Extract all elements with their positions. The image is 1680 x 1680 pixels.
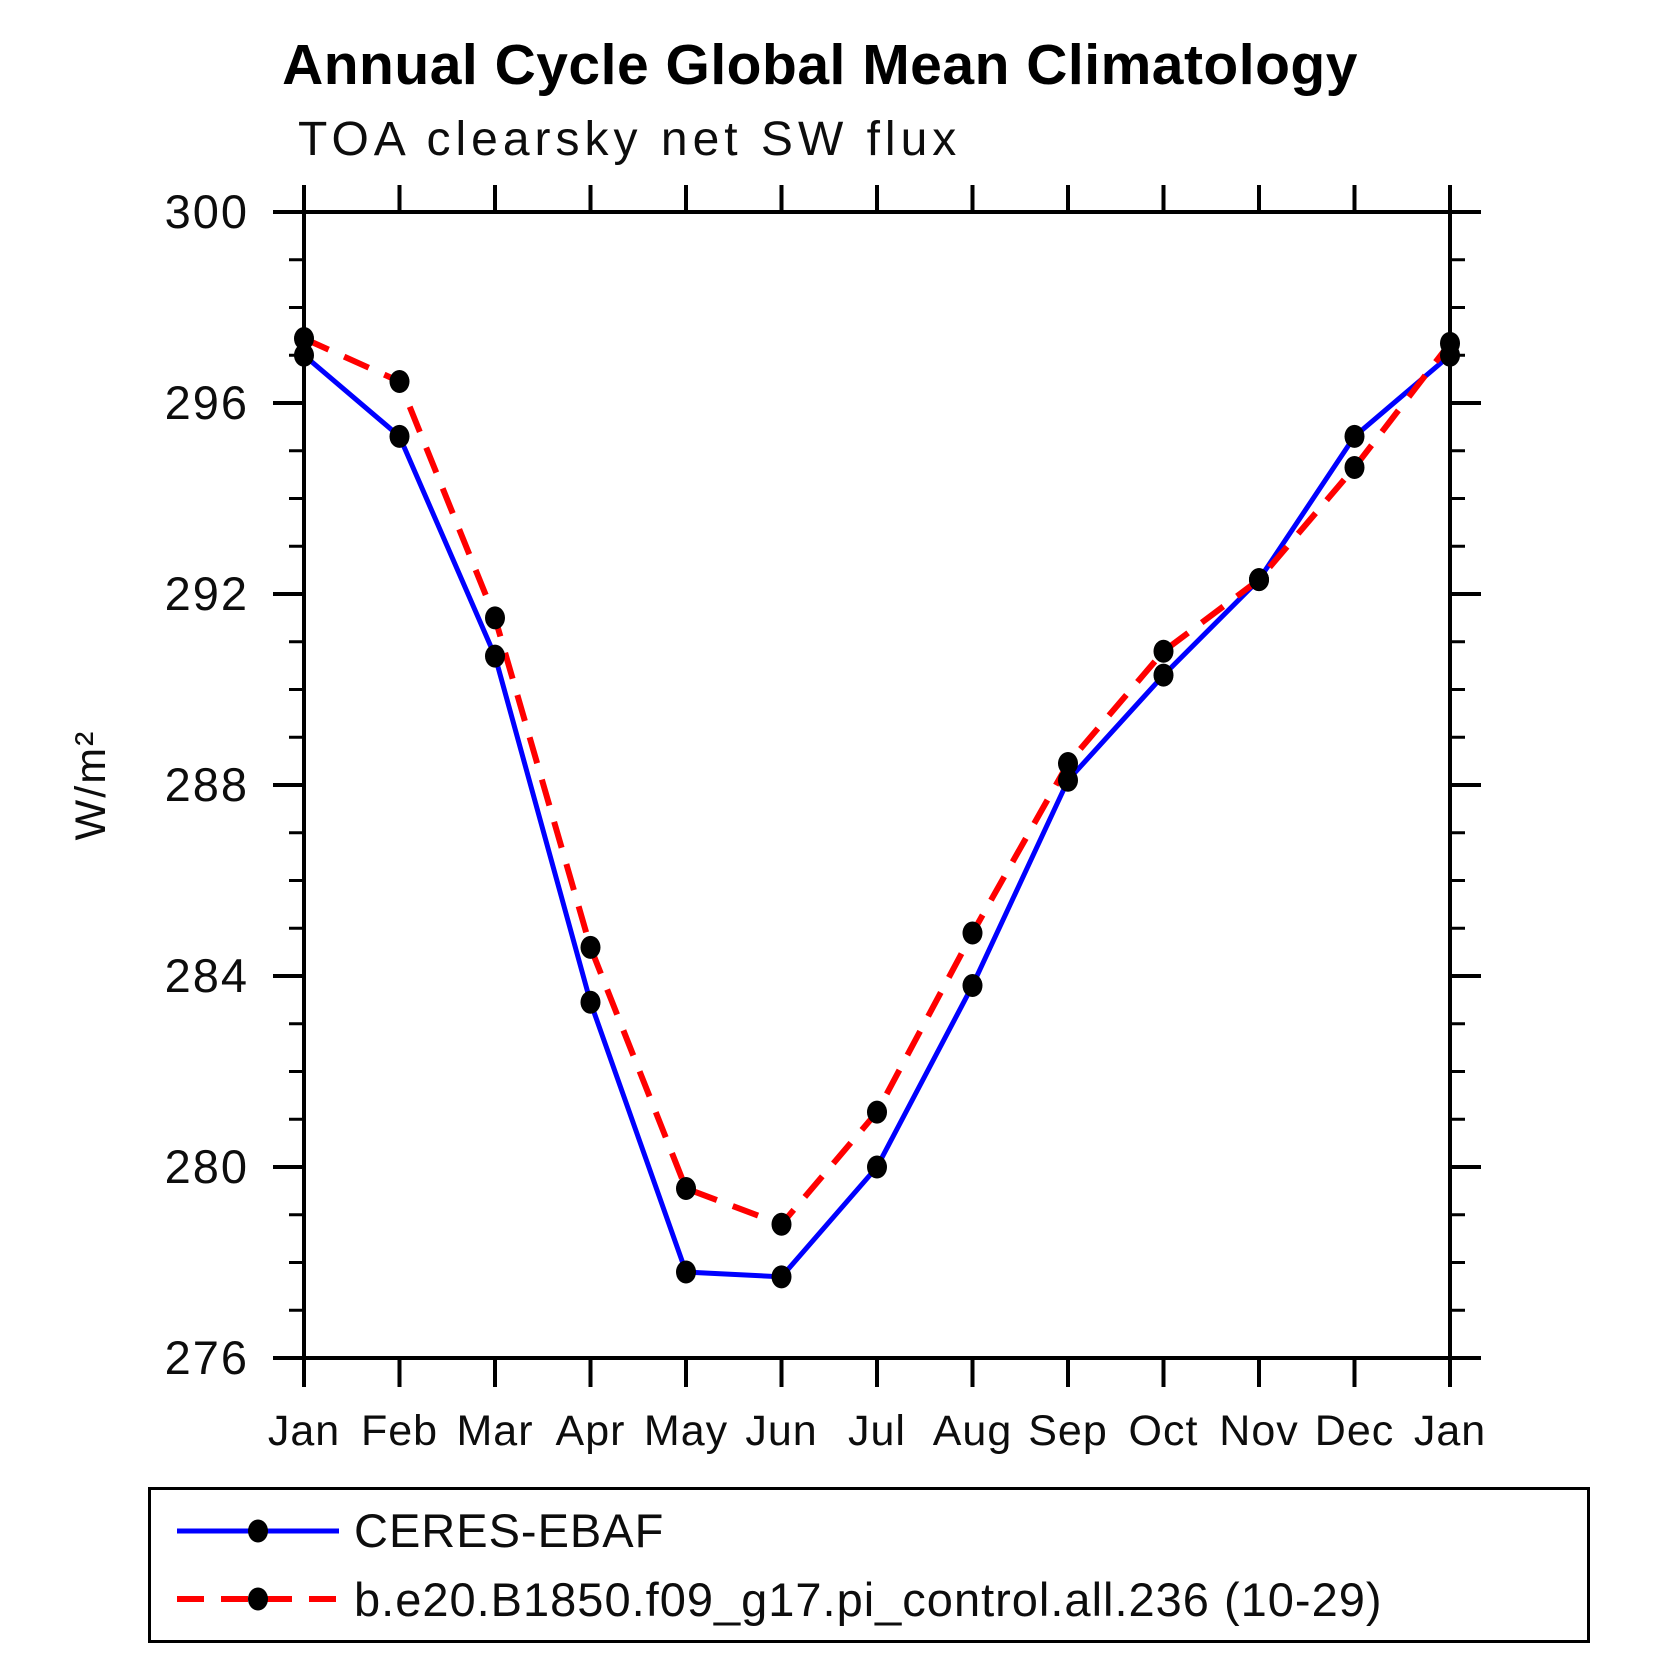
data-point-marker-series-0 xyxy=(962,974,983,998)
data-point-marker-series-0 xyxy=(485,644,505,668)
legend-sample-model xyxy=(177,1587,339,1611)
chart-subtitle: TOA clearsky net SW flux xyxy=(298,113,962,166)
x-axis-tick-label: Mar xyxy=(456,1407,533,1455)
x-axis-tick-label: Dec xyxy=(1315,1407,1394,1455)
y-axis-tick-label: 300 xyxy=(165,185,249,238)
data-point-marker-series-1 xyxy=(1249,568,1269,592)
x-axis-tick-label: Jan xyxy=(1414,1407,1486,1455)
legend: CERES-EBAF b.e20.B1850.f09_g17.pi_contro… xyxy=(148,1487,1590,1643)
data-point-marker-series-1 xyxy=(1058,752,1078,776)
x-axis-tick-label: Apr xyxy=(556,1407,626,1455)
legend-marker-0 xyxy=(248,1519,268,1543)
x-axis-tick-label: Nov xyxy=(1219,1407,1298,1455)
y-axis-tick-label: 292 xyxy=(165,567,249,620)
data-point-marker-series-0 xyxy=(676,1260,696,1284)
data-point-marker-series-1 xyxy=(1153,639,1174,663)
data-point-marker-series-0 xyxy=(867,1155,887,1179)
data-point-marker-series-1 xyxy=(485,606,505,630)
data-point-marker-series-1 xyxy=(676,1176,696,1200)
legend-row-model: b.e20.B1850.f09_g17.pi_control.all.236 (… xyxy=(173,1572,1587,1627)
data-point-marker-series-1 xyxy=(771,1212,792,1236)
legend-row-ceres: CERES-EBAF xyxy=(173,1503,1587,1558)
data-point-marker-series-1 xyxy=(389,370,410,394)
data-point-marker-series-0 xyxy=(389,424,410,448)
x-axis-tick-label: Feb xyxy=(361,1407,438,1455)
y-axis-tick-label: 288 xyxy=(165,758,249,811)
y-axis-tick-label: 296 xyxy=(165,376,249,429)
legend-marker-1 xyxy=(248,1587,268,1611)
legend-label-ceres: CERES-EBAF xyxy=(354,1504,665,1558)
data-point-marker-series-0 xyxy=(1153,663,1174,687)
legend-sample-ceres xyxy=(177,1519,339,1543)
x-axis-tick-label: Jun xyxy=(745,1407,817,1455)
chart-title: Annual Cycle Global Mean Climatology xyxy=(282,33,1358,97)
data-point-marker-series-1 xyxy=(867,1100,887,1124)
data-point-marker-series-0 xyxy=(294,343,314,367)
data-point-marker-series-0 xyxy=(771,1265,792,1289)
y-axis-tick-label: 276 xyxy=(165,1331,249,1384)
x-axis-tick-label: May xyxy=(644,1407,728,1455)
x-axis-tick-label: Jan xyxy=(268,1407,340,1455)
data-point-marker-series-1 xyxy=(962,921,983,945)
series-line-0 xyxy=(302,353,1452,1280)
legend-label-model: b.e20.B1850.f09_g17.pi_control.all.236 (… xyxy=(354,1572,1383,1626)
x-axis-tick-label: Oct xyxy=(1129,1407,1199,1455)
x-axis-tick-label: Sep xyxy=(1028,1407,1108,1455)
y-axis-title: W/m² xyxy=(67,730,115,841)
data-point-marker-series-1 xyxy=(1440,331,1460,355)
series-line-1 xyxy=(302,335,1453,1228)
x-axis-tick-label: Aug xyxy=(933,1407,1013,1455)
data-point-marker-series-0 xyxy=(1344,424,1365,448)
data-point-marker-series-1 xyxy=(1344,455,1365,479)
y-axis-tick-label: 284 xyxy=(165,949,249,1002)
data-point-marker-series-1 xyxy=(294,327,314,351)
data-point-marker-series-0 xyxy=(580,990,601,1014)
y-axis-tick-label: 280 xyxy=(165,1140,249,1193)
x-axis-tick-label: Jul xyxy=(848,1407,906,1455)
data-point-marker-series-1 xyxy=(580,935,601,959)
data-point-marker-series-0 xyxy=(1058,768,1078,792)
